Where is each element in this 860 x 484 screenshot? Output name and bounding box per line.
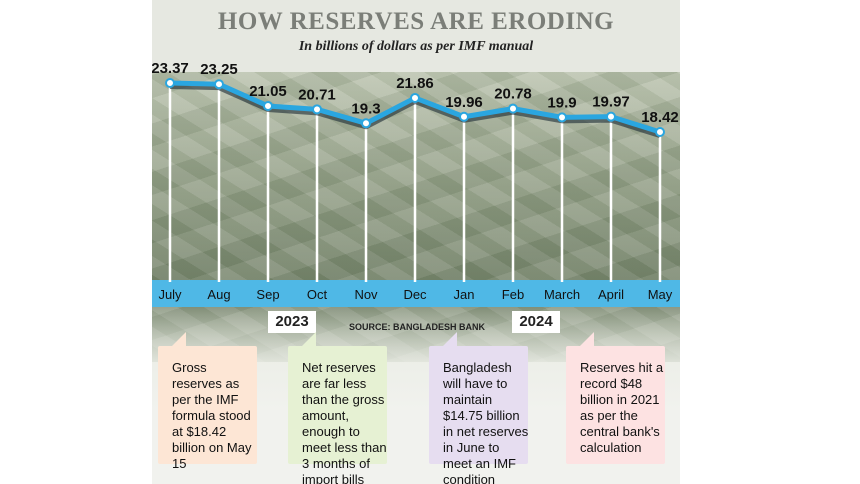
data-point [214,79,224,90]
x-tick-label: Oct [307,287,328,302]
info-card-text: Bangladesh will have to maintain $14.75 … [443,360,529,484]
data-label: 20.71 [298,86,336,103]
card-pointer [580,332,594,346]
chart-subtitle: In billions of dollars as per IMF manual [298,39,534,54]
x-tick-label: March [544,287,580,302]
month-axis-bar [152,280,680,307]
data-label: 21.86 [396,75,434,92]
x-tick-label: May [648,287,673,302]
x-tick-label: Nov [354,287,378,302]
info-card-gross-reserves: Gross reserves as per the IMF formula st… [158,332,263,471]
data-label: 19.97 [592,94,630,111]
data-label: 18.42 [641,109,679,126]
card-pointer [443,332,457,346]
data-label: 19.9 [547,94,576,111]
data-point [459,111,469,122]
data-point [312,104,322,115]
data-point [410,92,420,103]
x-tick-label: Aug [207,287,230,302]
data-point [361,118,371,129]
x-tick-label: Jan [454,287,475,302]
info-card-text: Net reserves are far less than the gross… [302,360,387,484]
data-point [165,78,175,88]
card-pointer [302,332,316,346]
infographic: HOW RESERVES ARE ERODING In billions of … [152,0,680,484]
data-point [508,103,518,114]
data-label: 20.78 [494,86,532,103]
card-pointer [172,332,186,346]
data-label: 21.05 [249,83,287,100]
data-point [606,111,616,122]
x-tick-label: Dec [403,287,427,302]
info-card-text: Gross reserves as per the IMF formula st… [172,360,252,471]
x-tick-label: Feb [502,287,524,302]
info-card-net-reserves: Net reserves are far less than the gross… [288,332,393,484]
info-card-imf-condition: Bangladesh will have to maintain $14.75 … [429,332,534,484]
data-label: 23.37 [152,60,189,77]
source-note: SOURCE: BANGLADESH BANK [349,322,486,332]
info-card-text: Reserves hit a record $48 billion in 202… [580,360,664,455]
data-point [263,100,273,111]
data-point [655,127,665,137]
line-chart: 23.37 23.25 21.05 20.71 19.3 21.86 19.96 20.78 1… [152,60,679,302]
year-label-2023: 2023 [268,311,316,333]
year-label-2024: 2024 [512,311,560,333]
data-point [557,112,567,123]
data-label: 19.96 [445,94,483,111]
data-label: 19.3 [351,100,380,117]
chart-title: HOW RESERVES ARE ERODING [217,8,615,35]
data-label: 23.25 [200,61,238,78]
x-tick-label: July [158,287,182,302]
x-tick-label: Sep [256,287,279,302]
x-tick-label: April [598,287,624,302]
info-card-record-reserves: Reserves hit a record $48 billion in 202… [566,332,671,470]
